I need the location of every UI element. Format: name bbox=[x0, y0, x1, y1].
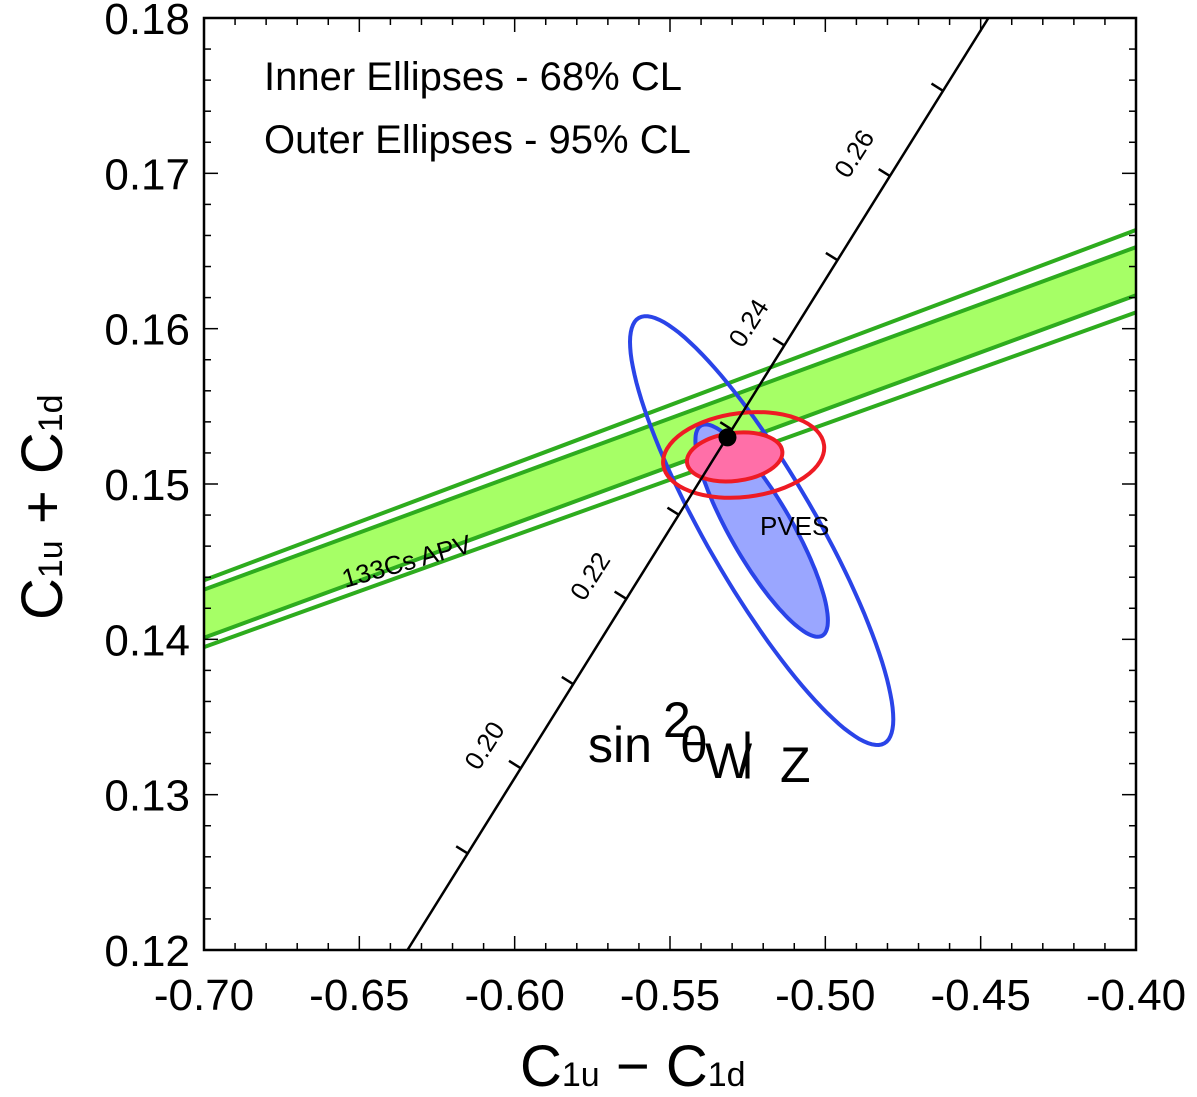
sm-tick bbox=[561, 675, 575, 686]
x-tick-label: -0.60 bbox=[465, 971, 565, 1020]
sm-label-sub-z: Z bbox=[780, 737, 811, 793]
legend-outer: Outer Ellipses - 95% CL bbox=[264, 118, 691, 162]
x-title-c1: C bbox=[520, 1034, 562, 1097]
sm-tick bbox=[930, 82, 945, 93]
sm-tick bbox=[825, 251, 839, 262]
y-title-op: + C bbox=[10, 432, 75, 540]
sm-tick bbox=[613, 590, 628, 601]
y-title-sub2: 1d bbox=[32, 394, 70, 432]
sm-label-theta: θ bbox=[680, 717, 708, 773]
y-tick-label: 0.16 bbox=[104, 306, 190, 355]
sm-tick bbox=[508, 759, 522, 770]
x-axis-title: C1u − C1d bbox=[520, 1034, 746, 1097]
x-title-sub1: 1u bbox=[562, 1056, 600, 1094]
y-tick-label: 0.12 bbox=[104, 927, 190, 976]
sm-tick bbox=[666, 506, 680, 517]
sm-tick-label: 0.22 bbox=[564, 547, 616, 606]
plot-data-layer bbox=[204, 18, 1136, 950]
y-tick-label: 0.15 bbox=[104, 461, 190, 510]
sm-tick-label: 0.24 bbox=[722, 294, 774, 353]
x-tick-label: -0.40 bbox=[1086, 971, 1186, 1020]
sm-label-sin: sin bbox=[588, 717, 652, 773]
sm-tick bbox=[772, 337, 786, 347]
sm-label: sin 2 θ W | Z bbox=[588, 692, 811, 793]
axes-layer: -0.70 -0.65 -0.60 -0.55 -0.50 -0.45 -0.40 0.12 0… bbox=[104, 0, 1186, 1020]
apv-inner-low bbox=[204, 293, 1136, 640]
sm-label-bar: | bbox=[741, 723, 754, 779]
sm-label-sub-w: W bbox=[705, 733, 753, 789]
x-tick-label: -0.55 bbox=[620, 971, 720, 1020]
y-tick-label: 0.18 bbox=[104, 0, 190, 44]
sm-tick bbox=[878, 167, 892, 178]
sm-line bbox=[406, 18, 990, 950]
sm-tick bbox=[719, 421, 733, 431]
sm-label-sup: 2 bbox=[663, 692, 691, 748]
y-tick-label: 0.17 bbox=[104, 150, 190, 199]
sm-tick-label: 0.26 bbox=[828, 124, 880, 183]
apv-inner-high bbox=[204, 245, 1136, 592]
apv-outer-high bbox=[204, 228, 1136, 583]
y-axis-title: C1u + C1d bbox=[10, 394, 75, 620]
pves-outer-ellipse bbox=[627, 314, 896, 748]
y-title-sub1: 1u bbox=[32, 540, 70, 578]
y-tick-label: 0.13 bbox=[104, 772, 190, 821]
sm-tick-label: 0.20 bbox=[458, 716, 510, 775]
sm-point bbox=[718, 428, 737, 447]
sm-tick bbox=[455, 845, 469, 855]
x-tick-label: -0.65 bbox=[309, 971, 409, 1020]
combined-outer-ellipse bbox=[661, 410, 827, 500]
x-tick-label: -0.70 bbox=[154, 971, 254, 1020]
x-title-op: − C bbox=[600, 1034, 708, 1097]
x-tick-label: -0.50 bbox=[775, 971, 875, 1020]
legend-inner: Inner Ellipses - 68% CL bbox=[264, 55, 682, 99]
y-title-c1: C bbox=[10, 578, 75, 620]
x-title-sub2: 1d bbox=[708, 1056, 746, 1094]
x-tick-label: -0.45 bbox=[931, 971, 1031, 1020]
pves-label: PVES bbox=[760, 511, 829, 541]
y-tick-label: 0.14 bbox=[104, 616, 190, 665]
